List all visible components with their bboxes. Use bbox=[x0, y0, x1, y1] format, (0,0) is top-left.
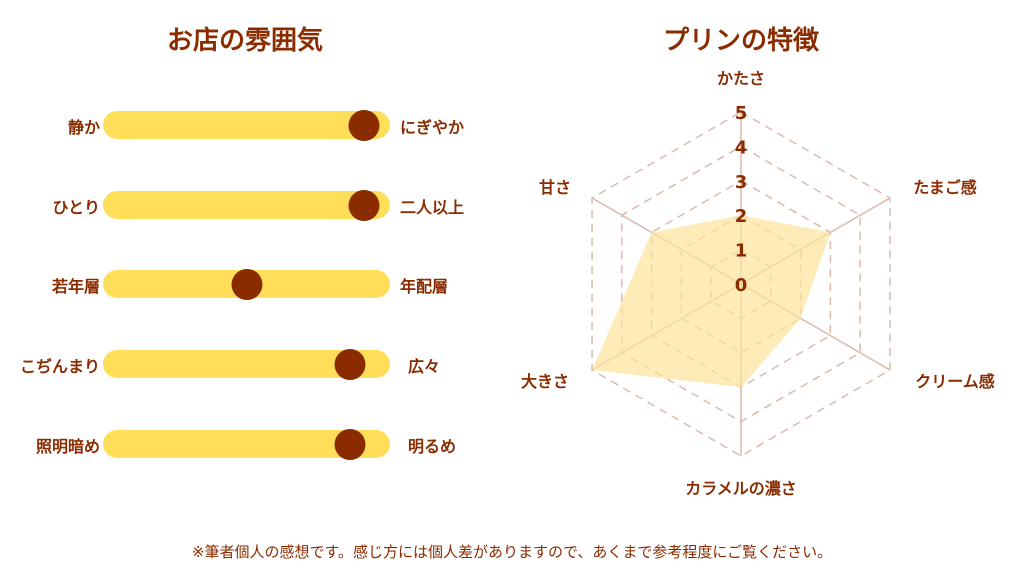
scale-right-label: 年配層 bbox=[400, 277, 449, 296]
scale-right-label: 二人以上 bbox=[400, 198, 465, 217]
scale-knob bbox=[348, 190, 380, 221]
axis-label: クリーム感 bbox=[915, 372, 995, 391]
scale-right-label: 広々 bbox=[408, 357, 441, 376]
scale-right-label: 明るめ bbox=[408, 437, 457, 456]
scale-row: 照明暗め 明るめ bbox=[0, 424, 520, 464]
axis-label: かたさ bbox=[717, 69, 765, 88]
axis-label: 大きさ bbox=[521, 372, 569, 391]
tick-label: 2 bbox=[735, 206, 748, 227]
tick-label: 0 bbox=[735, 275, 748, 296]
scale-knob bbox=[334, 429, 366, 460]
scale-track bbox=[103, 349, 390, 380]
tick-label: 5 bbox=[735, 103, 748, 124]
data-area bbox=[592, 215, 831, 388]
scale-row: 若年層 年配層 bbox=[0, 264, 520, 304]
scale-row: 静か にぎやか bbox=[0, 105, 520, 145]
scale-track bbox=[103, 429, 390, 460]
footnote: ※筆者個人の感想です。感じ方には個人差がありますので、あくまで参考程度にご覧くだ… bbox=[191, 543, 833, 561]
atmosphere-title: お店の雰囲気 bbox=[166, 26, 323, 56]
scale-left-label: ひとり bbox=[52, 198, 100, 217]
scale-row: こぢんまり 広々 bbox=[0, 344, 520, 384]
tick-label: 3 bbox=[735, 172, 748, 193]
scale-track bbox=[103, 110, 390, 141]
scale-track bbox=[103, 269, 390, 300]
scale-track bbox=[103, 190, 390, 221]
scale-knob bbox=[231, 269, 262, 300]
tick-label: 4 bbox=[735, 137, 748, 158]
axis-label: たまご感 bbox=[913, 178, 977, 197]
scale-left-label: 若年層 bbox=[51, 277, 100, 296]
scale-left-label: こぢんまり bbox=[19, 357, 100, 376]
tick-label: 1 bbox=[735, 241, 748, 262]
scale-right-label: にぎやか bbox=[400, 118, 465, 137]
axis-label: カラメルの濃さ bbox=[685, 479, 797, 498]
scale-left-label: 静か bbox=[67, 118, 100, 137]
scale-left-label: 照明暗め bbox=[35, 437, 100, 456]
pudding-title: プリンの特徴 bbox=[662, 26, 819, 56]
scale-knob bbox=[348, 110, 380, 141]
axis-label: 甘さ bbox=[539, 178, 571, 197]
scale-row: ひとり 二人以上 bbox=[0, 185, 520, 225]
scale-knob bbox=[334, 349, 366, 380]
